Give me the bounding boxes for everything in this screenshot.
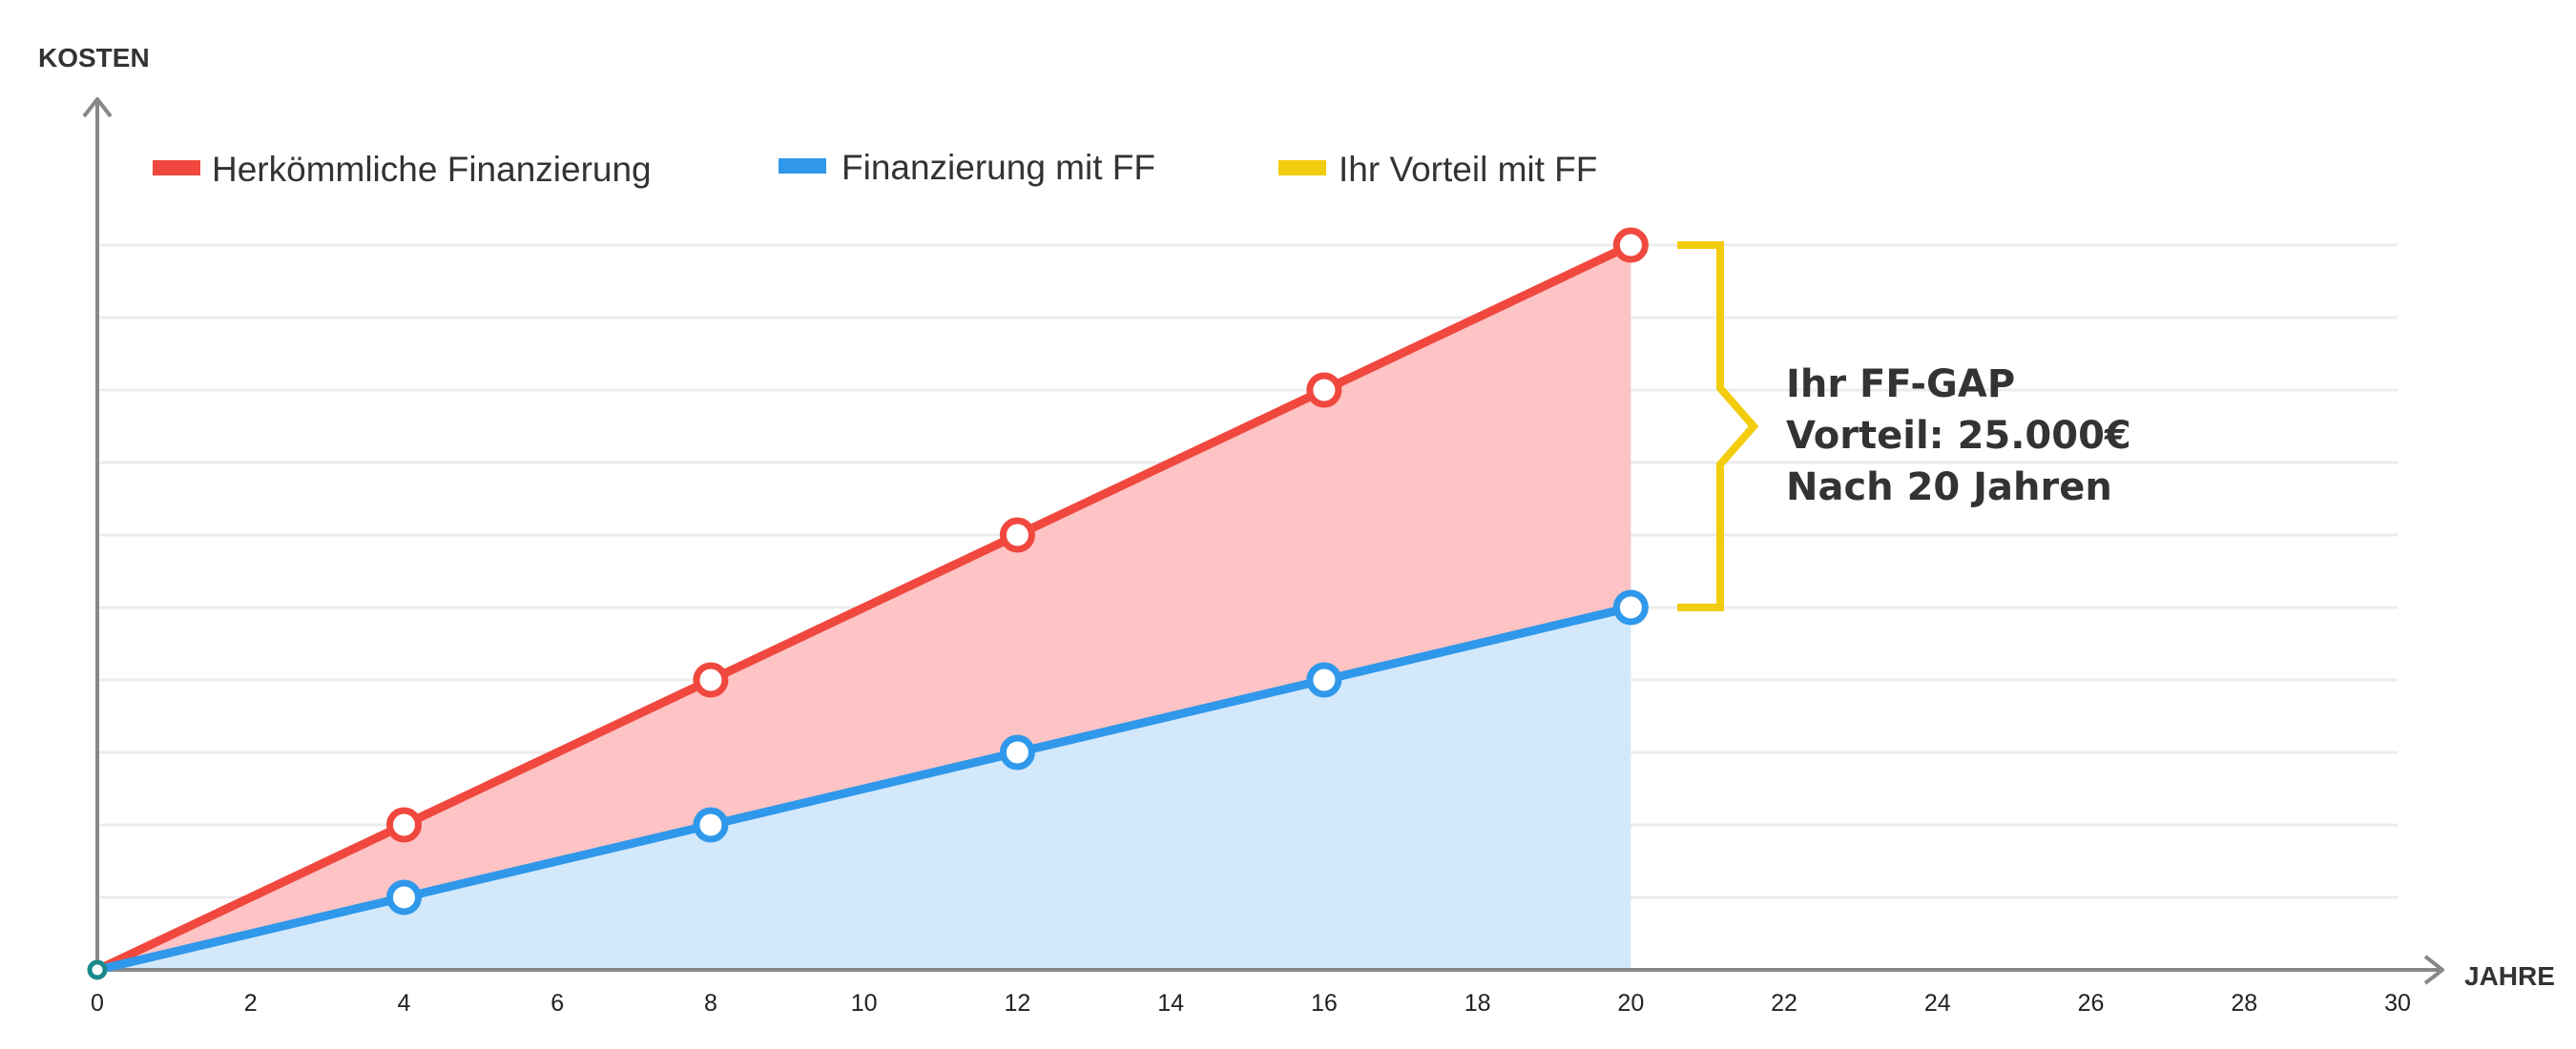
series-lines [93,240,1635,975]
legend-label-ff: Finanzierung mit FF [841,148,1155,187]
legend-swatch-herkoemmliche [153,160,200,175]
gap-brace [1677,241,1759,611]
x-tick-label: 6 [551,990,564,1017]
x-tick-labels: 0 2 4 6 8 10 12 14 16 18 20 22 24 26 28 30 [91,990,2411,1017]
x-tick-label: 30 [2384,990,2411,1017]
y-axis-arrow [82,97,113,118]
x-tick-label: 18 [1465,990,1491,1017]
x-axis-title: JAHRE [2464,961,2555,991]
x-tick-label: 28 [2231,990,2257,1017]
x-tick-label: 14 [1157,990,1184,1017]
marker-ff [385,879,422,915]
marker-herkoemmliche [1612,227,1649,263]
marker-herkoemmliche [385,807,422,843]
y-axis-title: KOSTEN [38,43,150,72]
origin-marker [87,959,108,980]
annotation-line-1: Ihr FF-GAP [1786,362,2015,406]
series-markers [87,227,1649,980]
marker-ff [1612,589,1649,626]
gap-annotation: Ihr FF-GAP Vorteil: 25.000€ Nach 20 Jahr… [1677,241,2131,611]
marker-herkoemmliche [1306,372,1342,408]
legend: Herkömmliche Finanzierung Finanzierung m… [153,148,1597,189]
x-tick-label: 8 [704,990,717,1017]
marker-ff [1306,662,1342,698]
x-tick-label: 24 [1924,990,1951,1017]
legend-swatch-vorteil [1278,160,1326,175]
legend-label-vorteil: Ihr Vorteil mit FF [1339,150,1597,189]
series-line-herkoemmliche [93,240,1635,975]
x-tick-label: 26 [2078,990,2105,1017]
marker-ff [693,807,729,843]
x-tick-label: 10 [851,990,878,1017]
annotation-line-3: Nach 20 Jahren [1786,465,2112,509]
x-tick-label: 20 [1617,990,1644,1017]
x-axis-arrow [2423,955,2444,985]
legend-label-herkoemmliche: Herkömmliche Finanzierung [212,150,652,189]
marker-herkoemmliche [693,662,729,698]
x-tick-label: 2 [244,990,258,1017]
marker-herkoemmliche [999,517,1035,553]
axes: KOSTEN JAHRE [38,43,2555,991]
x-tick-label: 22 [1771,990,1797,1017]
legend-swatch-ff [779,158,826,174]
annotation-line-2: Vorteil: 25.000€ [1786,414,2131,458]
series-line-ff [93,603,1635,975]
x-tick-label: 12 [1004,990,1030,1017]
x-tick-label: 0 [91,990,104,1017]
x-tick-label: 4 [398,990,411,1017]
marker-ff [999,734,1035,771]
x-tick-label: 16 [1311,990,1338,1017]
